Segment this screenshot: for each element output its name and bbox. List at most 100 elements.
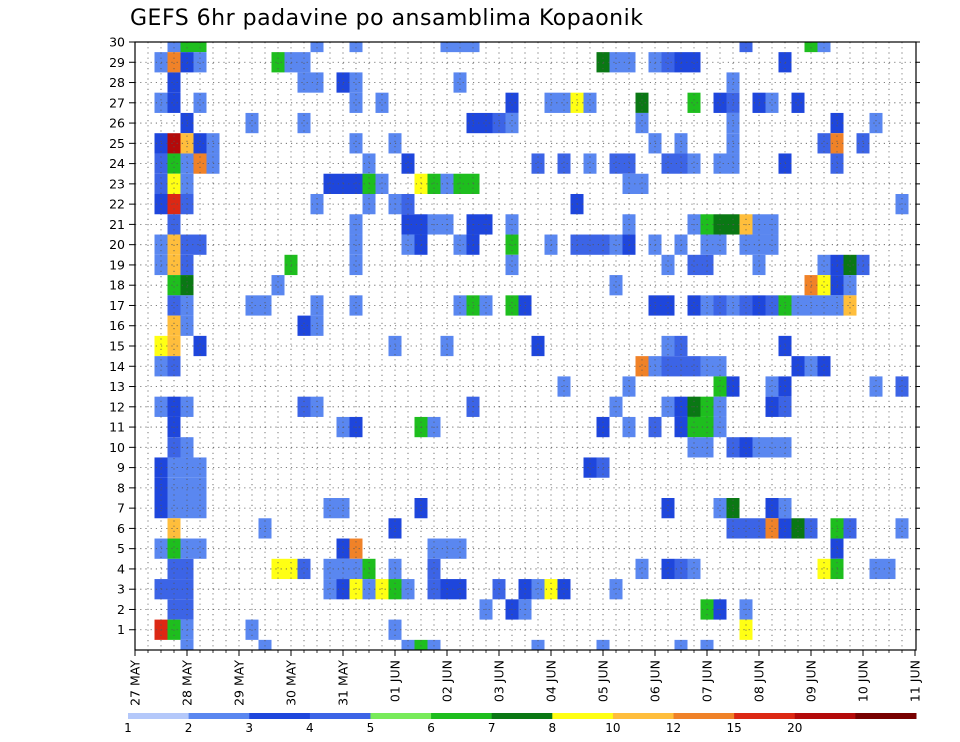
heatmap-cell-141 (453, 234, 467, 255)
heatmap-cell-328 (427, 558, 441, 580)
heatmap-cell-43 (635, 92, 649, 113)
heatmap-cell-307 (895, 518, 909, 539)
heatmap-cell-211 (193, 335, 207, 357)
heatmap-cell-107 (635, 173, 649, 194)
heatmap-cell-30 (349, 72, 363, 93)
x-tick-label-0: 27 MAY (128, 660, 143, 706)
y-tick-label-24: 24 (109, 156, 125, 171)
y-tick-label-19: 19 (109, 257, 125, 272)
heatmap-cell-64 (193, 133, 207, 154)
heatmap-cell-179 (167, 295, 181, 316)
heatmap-cell-192 (687, 295, 701, 316)
y-tick-label-13: 13 (109, 379, 125, 394)
colorbar-swatch-7 (552, 713, 614, 719)
heatmap-cell-291 (713, 498, 727, 519)
heatmap-cell-205 (167, 315, 181, 336)
heatmap-cell-34 (167, 92, 181, 113)
heatmap-cell-80 (401, 153, 415, 174)
heatmap-cell-322 (297, 558, 311, 580)
heatmap-cell-196 (739, 295, 753, 316)
heatmap-cell-2 (193, 42, 207, 53)
chart-title: GEFS 6hr padavine po ansamblima Kopaonik (130, 6, 644, 31)
colorbar-label-6: 6 (427, 721, 435, 735)
y-tick-label-9: 9 (117, 460, 125, 475)
heatmap-cell-210 (167, 335, 181, 357)
x-tick-label-4: 31 MAY (336, 660, 351, 706)
heatmap-cell-162 (505, 254, 519, 276)
heatmap-cell-224 (687, 356, 701, 377)
y-tick-label-12: 12 (109, 399, 125, 414)
heatmap-cell-295 (167, 518, 181, 539)
heatmap-cell-371 (258, 639, 272, 650)
colorbar-swatch-5 (431, 713, 493, 719)
heatmap-cell-276 (193, 457, 207, 478)
y-tick-label-7: 7 (117, 501, 125, 516)
y-tick-label-2: 2 (117, 602, 125, 617)
colorbar-label-12: 12 (666, 721, 681, 735)
y-tick-label-1: 1 (117, 622, 125, 637)
y-tick-label-18: 18 (109, 278, 125, 293)
heatmap-cell-135 (167, 234, 181, 255)
heatmap-cell-230 (557, 376, 571, 397)
heatmap-cell-48 (765, 92, 779, 113)
heatmap-cell-325 (349, 558, 363, 580)
colorbar-swatch-2 (249, 713, 311, 719)
y-tick-label-5: 5 (117, 541, 125, 556)
heatmap-cell-77 (193, 153, 207, 174)
heatmap-cell-284 (167, 498, 181, 519)
heatmap-cell-375 (531, 639, 545, 650)
x-tick-label-13: 09 JUN (804, 660, 819, 702)
heatmap-cell-329 (635, 558, 649, 580)
heatmap-cell-316 (453, 538, 467, 559)
heatmap-cell-52 (297, 112, 311, 134)
heatmap-cell-269 (739, 437, 753, 458)
x-tick-label-15: 11 JUN (908, 660, 923, 702)
heatmap-cell-378 (700, 639, 714, 650)
heatmap-cell-277 (583, 457, 597, 478)
heatmap-cell-60 (869, 112, 883, 134)
heatmap-cell-200 (791, 295, 805, 316)
heatmap-cell-169 (843, 254, 857, 276)
heatmap-cell-335 (869, 558, 883, 580)
heatmap-cell-14 (193, 52, 207, 73)
heatmap-cell-10 (817, 42, 831, 53)
heatmap-cell-86 (661, 153, 675, 174)
heatmap-cell-42 (583, 92, 597, 113)
colorbar-label-2: 2 (185, 721, 193, 735)
heatmap-cell-227 (791, 356, 805, 377)
heatmap-cell-161 (349, 254, 363, 276)
heatmap-cell-156 (765, 234, 779, 255)
heatmap-cell-215 (661, 335, 675, 357)
heatmap-cell-94 (167, 173, 181, 194)
y-tick-label-28: 28 (109, 75, 125, 90)
heatmap-cell-290 (661, 498, 675, 519)
colorbar-label-7: 7 (488, 721, 496, 735)
heatmap-cell-26 (167, 72, 181, 93)
heatmap-cell-236 (869, 376, 883, 397)
heatmap-cell-318 (167, 558, 181, 580)
heatmap-cell-303 (791, 518, 805, 539)
heatmap-cell-75 (167, 153, 181, 174)
heatmap-cell-24 (687, 52, 701, 73)
heatmap-cell-57 (635, 112, 649, 134)
colorbar-label-4: 4 (306, 721, 314, 735)
heatmap-cell-139 (401, 234, 415, 255)
heatmap-cell-37 (375, 92, 389, 113)
heatmap-cell-22 (661, 52, 675, 73)
heatmap-cell-102 (427, 173, 441, 194)
heatmap-cell-83 (583, 153, 597, 174)
heatmap-cell-320 (271, 558, 285, 580)
heatmap-cell-3 (310, 42, 324, 53)
x-tick-label-7: 03 JUN (492, 660, 507, 702)
x-tick-label-12: 08 JUN (752, 660, 767, 702)
colorbar: 1 2 3 4 5 6 7 8 10 12 15 20 (124, 713, 917, 735)
heatmap-cell-148 (609, 234, 623, 255)
heatmap-cell-35 (193, 92, 207, 113)
y-tick-label-11: 11 (109, 420, 125, 435)
heatmap-cell-36 (349, 92, 363, 113)
heatmap-cell-314 (427, 538, 441, 559)
colorbar-swatch-3 (309, 713, 371, 719)
heatmap-cell-202 (817, 295, 831, 316)
heatmap-cell-332 (687, 558, 701, 580)
